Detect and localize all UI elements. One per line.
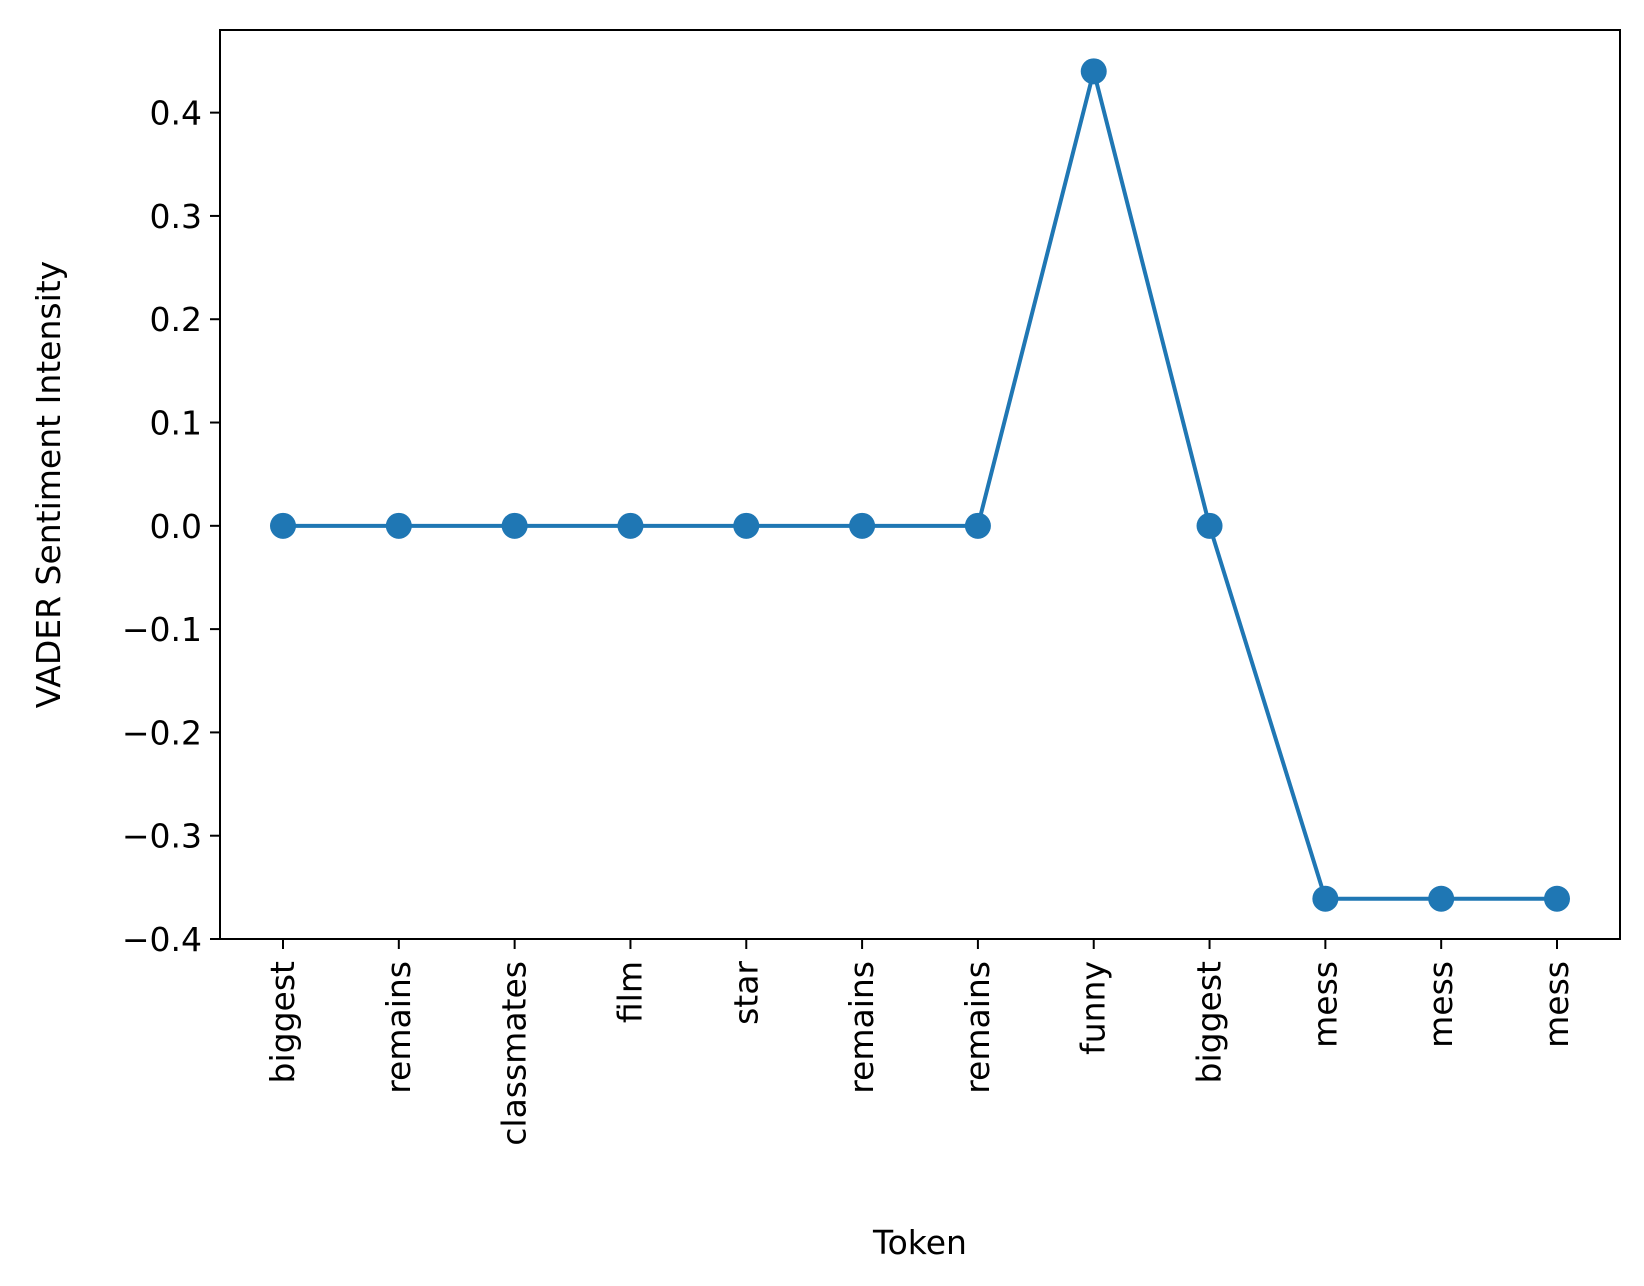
plot-area [219, 29, 1621, 940]
data-point [1312, 885, 1339, 912]
x-tick-label: remains [958, 961, 997, 1094]
x-tick-label: classmates [495, 961, 534, 1146]
x-tick-label: mess [1537, 961, 1576, 1048]
data-point [385, 512, 412, 539]
data-point [964, 512, 991, 539]
y-tick-label: −0.3 [122, 817, 202, 856]
y-tick-label: 0.0 [150, 507, 202, 546]
series-layer [270, 58, 1570, 912]
y-tick-label: 0.1 [150, 404, 202, 443]
x-tick-label: biggest [1190, 961, 1229, 1084]
y-tick-label: −0.1 [122, 610, 202, 649]
y-tick-label: −0.2 [122, 713, 202, 752]
x-tick-label: mess [1421, 961, 1460, 1048]
data-point [849, 512, 876, 539]
data-point [1428, 885, 1455, 912]
y-axis-label: VADER Sentiment Intensity [29, 261, 68, 708]
data-point [1196, 512, 1223, 539]
x-axis: biggest remains classmates film star remains r… [263, 939, 1576, 1146]
data-point [501, 512, 528, 539]
x-tick-label: mess [1305, 961, 1344, 1048]
series-line [283, 69, 1557, 901]
x-tick-label: star [726, 961, 765, 1025]
data-point [1080, 58, 1107, 85]
x-tick-label: remains [379, 961, 418, 1094]
data-point [617, 512, 644, 539]
y-tick-label: 0.4 [150, 94, 202, 133]
x-axis-label: Token [872, 1223, 967, 1262]
x-tick-label: funny [1074, 961, 1113, 1055]
y-tick-label: 0.2 [150, 300, 202, 339]
x-tick-label: film [610, 961, 649, 1023]
y-tick-label: 0.3 [150, 197, 202, 236]
data-point [1544, 885, 1570, 912]
y-tick-label: −0.4 [122, 920, 202, 959]
x-tick-label: biggest [263, 961, 302, 1084]
data-point [270, 512, 296, 539]
y-axis: −0.4 −0.3 −0.2 −0.1 0.0 0.1 0.2 0.3 0.4 [122, 94, 220, 959]
data-point [733, 512, 760, 539]
x-tick-label: remains [842, 961, 881, 1094]
